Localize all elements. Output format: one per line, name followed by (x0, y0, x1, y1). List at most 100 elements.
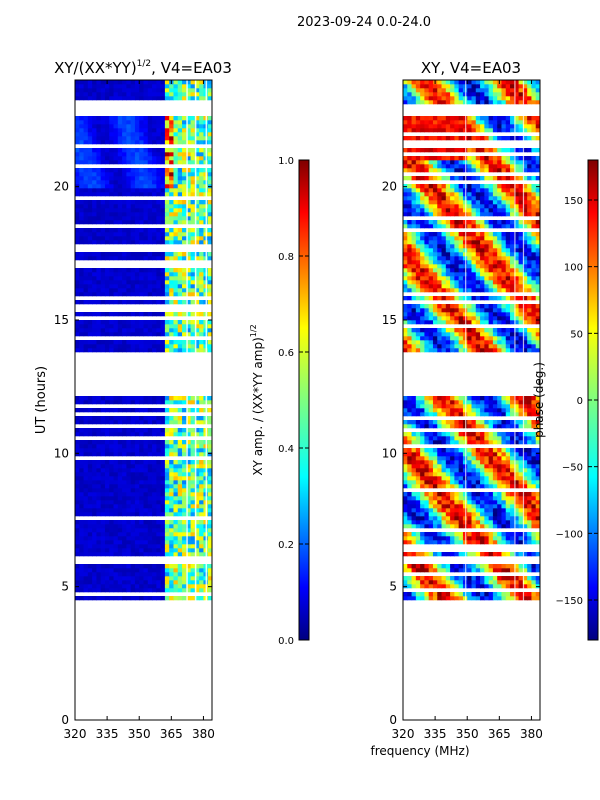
heatmap-cell (177, 520, 183, 525)
heatmap-cell (432, 456, 438, 461)
heatmap-cell (75, 344, 80, 349)
heatmap-cell (164, 540, 170, 545)
heatmap-cell (194, 548, 200, 553)
heatmap-cell (194, 400, 200, 405)
heatmap-cell (147, 184, 153, 189)
heatmap-cell (164, 320, 170, 325)
heatmap-cell (428, 412, 434, 417)
heatmap-cell (199, 448, 205, 453)
heatmap-cell (501, 260, 507, 265)
heatmap-cell (113, 512, 119, 517)
heatmap-cell (130, 488, 136, 493)
heatmap-cell (83, 500, 89, 505)
heatmap-cell (164, 176, 170, 181)
heatmap-cell (122, 520, 127, 525)
heatmap-cell (194, 448, 200, 453)
heatmap-cell (415, 332, 421, 337)
heatmap-cell (428, 504, 434, 509)
heatmap-cell (126, 544, 132, 549)
heatmap-cell (79, 596, 85, 601)
heatmap-cell (75, 216, 80, 221)
heatmap-cell (126, 140, 132, 145)
heatmap-cell (484, 568, 490, 573)
heatmap-cell (96, 168, 102, 173)
heatmap-cell (428, 484, 434, 489)
heatmap-cell (492, 336, 498, 341)
heatmap-cell (109, 540, 115, 545)
heatmap-cell (117, 416, 123, 421)
heatmap-cell (173, 564, 179, 569)
heatmap-cell (475, 432, 481, 437)
heatmap-cell (488, 520, 494, 525)
heatmap-cell (450, 476, 455, 481)
heatmap-cell (169, 288, 175, 293)
heatmap-cell (104, 184, 110, 189)
heatmap-cell (199, 528, 205, 533)
heatmap-cell (186, 468, 192, 473)
heatmap-cell (117, 552, 123, 557)
heatmap-cell (113, 268, 119, 273)
heatmap-cell (75, 500, 80, 505)
heatmap-cell (92, 312, 98, 317)
phase-panel-title: XY, V4=EA03 (421, 59, 521, 77)
heatmap-cell (173, 492, 179, 497)
heatmap-cell (169, 440, 175, 445)
heatmap-cell (87, 184, 93, 189)
heatmap-cell (458, 516, 464, 521)
heatmap-cell (126, 176, 132, 181)
heatmap-cell (83, 192, 89, 197)
heatmap-cell (510, 452, 515, 457)
heatmap-cell (92, 96, 98, 101)
heatmap-cell (92, 488, 98, 493)
heatmap-cell (113, 428, 119, 433)
heatmap-cell (527, 272, 533, 277)
heatmap-cell (83, 284, 89, 289)
heatmap-cell (437, 320, 443, 325)
heatmap-cell (510, 264, 515, 269)
heatmap-cell (527, 596, 533, 601)
heatmap-cell (407, 584, 413, 589)
heatmap-cell (152, 172, 157, 177)
heatmap-cell (96, 428, 102, 433)
heatmap-cell (475, 284, 481, 289)
heatmap-cell (522, 336, 528, 341)
heatmap-cell (480, 440, 485, 445)
heatmap-cell (109, 400, 115, 405)
heatmap-cell (411, 512, 417, 517)
heatmap-cell (96, 328, 102, 333)
heatmap-cell (415, 412, 421, 417)
heatmap-cell (432, 272, 438, 277)
heatmap-cell (182, 288, 187, 293)
heatmap-cell (484, 420, 490, 425)
heatmap-cell (492, 308, 498, 313)
heatmap-cell (471, 432, 477, 437)
heatmap-cell (126, 284, 132, 289)
heatmap-cell (480, 520, 485, 525)
heatmap-cell (415, 596, 421, 601)
heatmap-cell (156, 148, 162, 153)
heatmap-cell (194, 236, 200, 241)
heatmap-cell (527, 452, 533, 457)
heatmap-cell (92, 208, 98, 213)
heatmap-cell (134, 524, 140, 529)
heatmap-cell (522, 592, 528, 597)
heatmap-cell (152, 536, 157, 541)
heatmap-cell (75, 476, 80, 481)
heatmap-cell (182, 428, 187, 433)
heatmap-cell (160, 476, 166, 481)
heatmap-cell (510, 500, 515, 505)
heatmap-cell (134, 584, 140, 589)
heatmap-cell (117, 232, 123, 237)
heatmap-cell (130, 268, 136, 273)
heatmap-cell (194, 312, 200, 317)
heatmap-cell (134, 292, 140, 297)
heatmap-cell (156, 92, 162, 97)
heatmap-cell (104, 504, 110, 509)
heatmap-cell (458, 460, 464, 465)
heatmap-cell (488, 320, 494, 325)
heatmap-cell (190, 252, 196, 257)
heatmap-cell (424, 272, 430, 277)
heatmap-cell (169, 228, 175, 233)
heatmap-cell (518, 436, 524, 441)
